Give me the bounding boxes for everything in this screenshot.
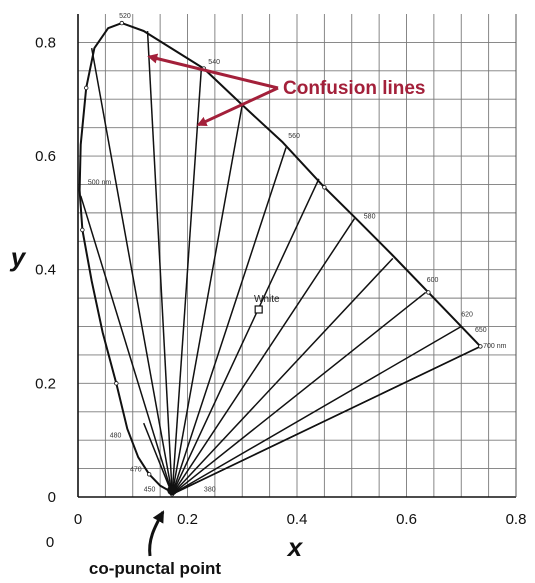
y-tick-label: 0.6: [35, 148, 56, 165]
locus-point: [322, 185, 327, 190]
wavelength-label: 540: [208, 59, 220, 66]
confusion-line: [80, 195, 173, 495]
x-tick-label: 0: [74, 511, 82, 528]
wavelength-label: 380: [204, 486, 216, 493]
wavelength-label: 520: [119, 13, 131, 20]
x-tick-label: 0.2: [177, 511, 198, 528]
confusion-line: [90, 47, 173, 495]
confusion-line: [143, 422, 173, 495]
x-tick-label: 0.6: [396, 511, 417, 528]
locus-curve: [78, 22, 482, 495]
x-tick-label: 0.8: [506, 511, 527, 528]
locus-point: [80, 227, 85, 233]
y-axis-title: y: [9, 242, 27, 272]
x-tick-label: 0.4: [287, 511, 308, 528]
purple-line: [171, 345, 481, 495]
copunctal-point: [167, 485, 178, 496]
x-axis-title: x: [286, 532, 304, 562]
y-tick-label: 0: [48, 489, 56, 506]
locus-point: [478, 344, 483, 349]
wavelength-label: 580: [364, 214, 376, 221]
y-tick-label: 0.4: [35, 262, 56, 279]
confusion-line: [171, 291, 427, 495]
locus-point: [114, 381, 119, 386]
wavelength-label: 560: [288, 133, 300, 140]
wavelength-label: 500 nm: [88, 179, 112, 186]
locus-point: [426, 290, 431, 295]
confusion-arrow: [147, 53, 279, 90]
corner-zero-label: 0: [46, 534, 54, 551]
locus-point: [84, 85, 89, 91]
wavelength-label: 650: [475, 327, 487, 334]
confusion-line: [171, 178, 320, 495]
white-point-marker: [254, 305, 263, 314]
wavelength-label: 450: [144, 486, 156, 493]
wavelength-labels: 520 540 560 580 600 620 650 700 nm 500 nm 480 470 4…: [88, 13, 507, 493]
confusion-line: [171, 218, 356, 495]
confusion-lines-label: Confusion lines: [283, 78, 426, 99]
spectral-locus: [78, 20, 483, 497]
confusion-arrow: [196, 86, 279, 127]
confusion-line: [146, 31, 173, 495]
y-tick-label: 0.8: [35, 34, 56, 51]
confusion-line: [171, 325, 462, 495]
wavelength-label: 600: [427, 277, 439, 284]
white-point-label: White: [254, 294, 280, 305]
confusion-line: [171, 257, 394, 495]
copunctal-label: co-punctal point: [89, 559, 222, 578]
locus-point: [119, 20, 124, 26]
confusion-line: [171, 104, 243, 495]
tick-labels: 0 0.2 0.4 0.6 0.8 0 0.2 0.4 0.6 0.8: [35, 34, 526, 528]
y-tick-label: 0.2: [35, 375, 56, 392]
confusion-lines: [80, 31, 481, 495]
plot-frame: [77, 14, 517, 498]
confusion-line: [171, 147, 287, 495]
wavelength-label: 470: [130, 466, 142, 473]
locus-point: [146, 472, 152, 477]
grid-lines: [78, 14, 516, 497]
wavelength-label: 620: [461, 311, 473, 318]
wavelength-label: 700 nm: [483, 343, 507, 350]
copunctal-arrow: [148, 510, 165, 557]
wavelength-label: 480: [110, 432, 122, 439]
annotations: [147, 53, 279, 557]
confusion-line: [171, 70, 202, 495]
